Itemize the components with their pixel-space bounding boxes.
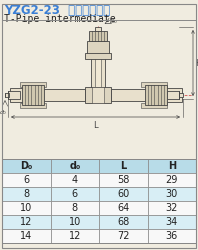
Bar [99,201,148,215]
Bar [50,173,99,187]
Bar [99,229,148,243]
Text: 34: 34 [166,217,178,227]
Bar [35,89,85,101]
Bar [148,173,196,187]
Bar [2,229,50,243]
Text: $d_0$: $d_0$ [0,108,7,117]
Bar [50,187,99,201]
Text: 6: 6 [72,189,78,199]
Text: 12: 12 [69,231,81,241]
Text: T-Pipe intermediate: T-Pipe intermediate [4,14,116,24]
Bar [148,187,196,201]
Bar [8,91,20,99]
Text: D₀: D₀ [20,161,32,171]
Bar [2,173,50,187]
Bar [5,93,9,97]
Bar [85,53,111,59]
Bar [179,93,183,97]
Bar [2,201,50,215]
Text: YZG2-23  三通中间接头: YZG2-23 三通中间接头 [4,4,110,17]
Text: 8: 8 [72,203,78,213]
Bar [10,88,35,102]
Bar [2,20,196,159]
Text: 6: 6 [23,175,29,185]
Bar [91,55,105,87]
Text: 14: 14 [20,231,32,241]
Bar [50,215,99,229]
Text: d₀: d₀ [69,161,80,171]
Bar [50,201,99,215]
Text: 12: 12 [20,217,32,227]
Bar [20,82,46,87]
Bar [22,85,44,105]
Bar [148,229,196,243]
Text: H: H [168,161,176,171]
Bar [99,173,148,187]
Text: L: L [120,161,126,171]
Text: 60: 60 [117,189,129,199]
Bar [99,159,148,173]
Text: 64: 64 [117,203,129,213]
Bar [2,187,50,201]
Text: 58: 58 [117,175,129,185]
Bar [50,229,99,243]
Bar [89,31,107,41]
Text: 4: 4 [72,175,78,185]
Text: 36: 36 [166,231,178,241]
Text: 32: 32 [166,203,178,213]
Text: 30: 30 [166,189,178,199]
Text: 72: 72 [117,231,129,241]
Text: 29: 29 [166,175,178,185]
Bar [2,159,196,243]
Text: H: H [195,58,198,68]
Bar [148,215,196,229]
Text: L: L [93,121,98,130]
Text: 8: 8 [23,189,29,199]
Bar [99,215,148,229]
Bar [20,103,46,108]
Bar [92,87,104,103]
Bar [148,159,196,173]
Bar [99,187,148,201]
Bar [85,87,111,103]
Bar [50,159,99,173]
Bar [111,89,161,101]
Bar [2,159,50,173]
Text: 68: 68 [117,217,129,227]
Bar [167,91,179,99]
Text: 10: 10 [20,203,32,213]
Bar [145,85,167,105]
Bar [95,27,101,31]
Bar [157,88,182,102]
Bar [2,215,50,229]
Text: 10: 10 [69,217,81,227]
Bar [148,201,196,215]
Text: $D_0$: $D_0$ [109,18,118,26]
Bar [141,103,167,108]
Bar [141,82,167,87]
Bar [95,37,101,87]
Bar [87,41,109,55]
